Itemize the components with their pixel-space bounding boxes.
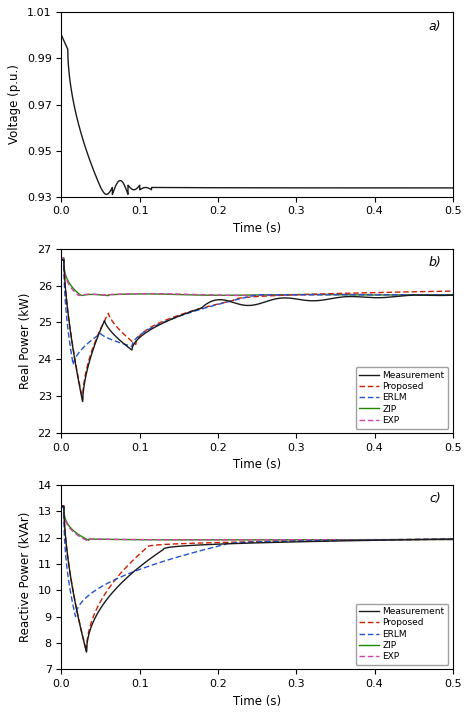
Text: b): b): [428, 256, 441, 269]
X-axis label: Time (s): Time (s): [233, 222, 281, 235]
Y-axis label: Voltage (p.u.): Voltage (p.u.): [8, 64, 21, 145]
Text: a): a): [429, 20, 441, 33]
Legend: Measurement, Proposed, ERLM, ZIP, EXP: Measurement, Proposed, ERLM, ZIP, EXP: [355, 604, 448, 665]
Legend: Measurement, Proposed, ERLM, ZIP, EXP: Measurement, Proposed, ERLM, ZIP, EXP: [355, 367, 448, 428]
Y-axis label: Reactive Power (kVAr): Reactive Power (kVAr): [19, 512, 32, 642]
Text: c): c): [430, 493, 441, 505]
X-axis label: Time (s): Time (s): [233, 458, 281, 471]
X-axis label: Time (s): Time (s): [233, 695, 281, 707]
Y-axis label: Real Power (kW): Real Power (kW): [19, 293, 32, 389]
